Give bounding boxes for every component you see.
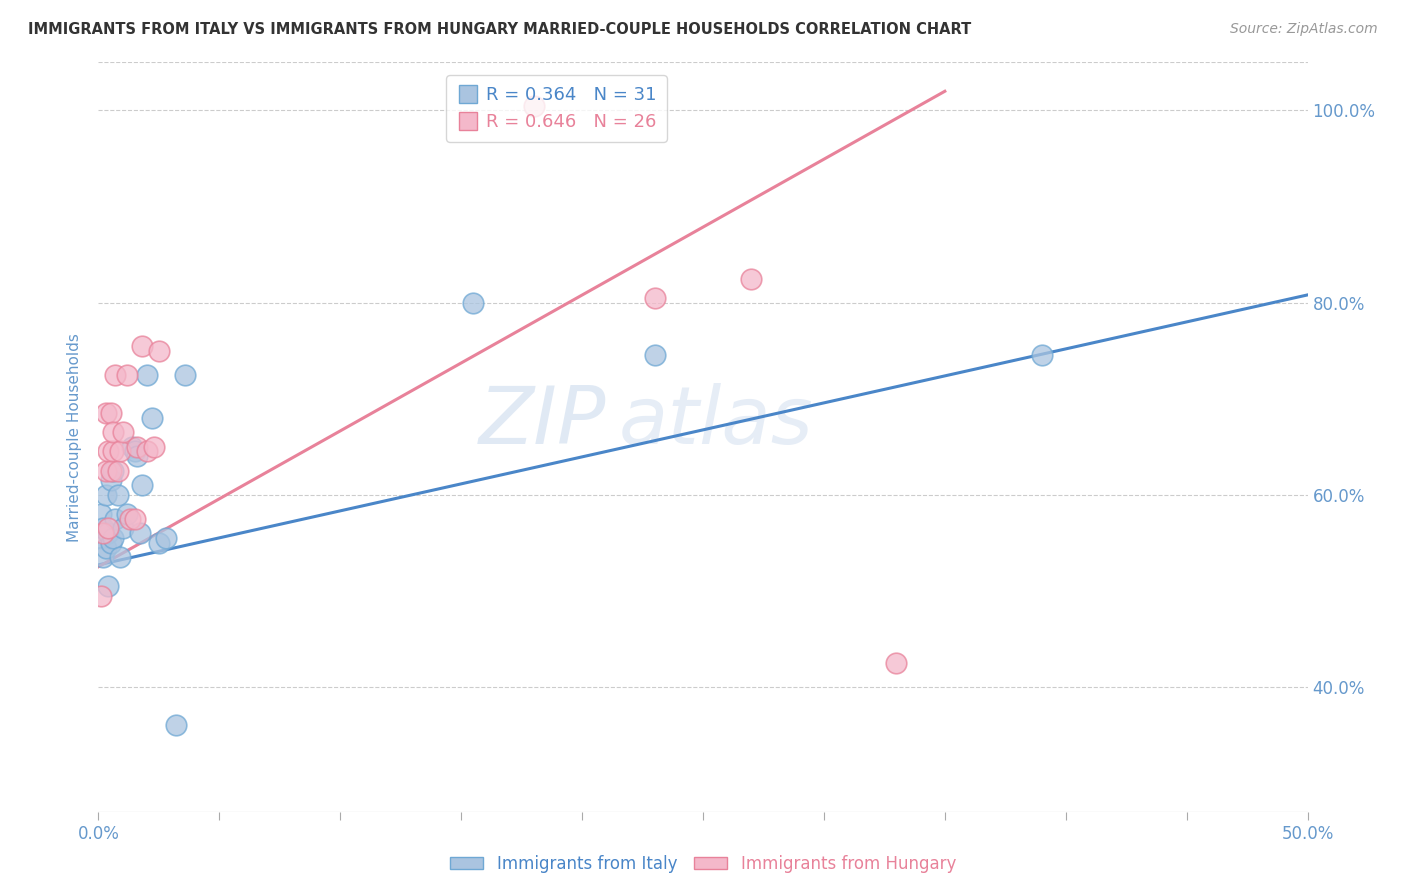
- Point: [94, 488, 117, 502]
- Point: [174, 368, 197, 382]
- Point: [100, 406, 122, 420]
- Y-axis label: Married-couple Households: Married-couple Households: [67, 333, 83, 541]
- Point: [124, 444, 146, 458]
- Point: [101, 425, 124, 440]
- Point: [118, 512, 141, 526]
- Point: [143, 440, 166, 454]
- Point: [1031, 348, 1053, 362]
- Point: [94, 406, 117, 420]
- Point: [104, 368, 127, 382]
- Point: [108, 444, 131, 458]
- Point: [155, 531, 177, 545]
- Point: [97, 526, 120, 541]
- Point: [90, 589, 112, 603]
- Point: [111, 521, 134, 535]
- Point: [135, 368, 157, 382]
- Point: [94, 541, 117, 555]
- Point: [104, 512, 127, 526]
- Point: [523, 98, 546, 112]
- Point: [97, 579, 120, 593]
- Point: [148, 535, 170, 549]
- Point: [97, 444, 120, 458]
- Point: [124, 512, 146, 526]
- Point: [135, 444, 157, 458]
- Point: [644, 348, 666, 362]
- Text: ZIP: ZIP: [479, 383, 606, 461]
- Point: [108, 550, 131, 565]
- Point: [107, 488, 129, 502]
- Point: [148, 343, 170, 358]
- Point: [91, 550, 114, 565]
- Point: [128, 526, 150, 541]
- Point: [100, 464, 122, 478]
- Legend: Immigrants from Italy, Immigrants from Hungary: Immigrants from Italy, Immigrants from H…: [443, 848, 963, 880]
- Point: [463, 295, 485, 310]
- Text: IMMIGRANTS FROM ITALY VS IMMIGRANTS FROM HUNGARY MARRIED-COUPLE HOUSEHOLDS CORRE: IMMIGRANTS FROM ITALY VS IMMIGRANTS FROM…: [28, 22, 972, 37]
- Point: [111, 425, 134, 440]
- Point: [127, 450, 149, 464]
- Point: [94, 464, 117, 478]
- Point: [90, 531, 112, 545]
- Point: [141, 410, 163, 425]
- Point: [121, 440, 143, 454]
- Point: [117, 507, 139, 521]
- Point: [100, 473, 122, 487]
- Point: [127, 440, 149, 454]
- Point: [100, 535, 122, 549]
- Point: [644, 291, 666, 305]
- Point: [91, 526, 114, 541]
- Point: [107, 464, 129, 478]
- Text: atlas: atlas: [619, 383, 813, 461]
- Point: [117, 368, 139, 382]
- Point: [101, 464, 124, 478]
- Point: [90, 507, 112, 521]
- Point: [165, 718, 187, 732]
- Point: [886, 656, 908, 670]
- Point: [97, 521, 120, 535]
- Point: [131, 478, 153, 492]
- Point: [91, 521, 114, 535]
- Point: [740, 271, 762, 285]
- Legend: R = 0.364   N = 31, R = 0.646   N = 26: R = 0.364 N = 31, R = 0.646 N = 26: [446, 75, 666, 142]
- Point: [101, 531, 124, 545]
- Point: [131, 339, 153, 353]
- Text: Source: ZipAtlas.com: Source: ZipAtlas.com: [1230, 22, 1378, 37]
- Point: [101, 444, 124, 458]
